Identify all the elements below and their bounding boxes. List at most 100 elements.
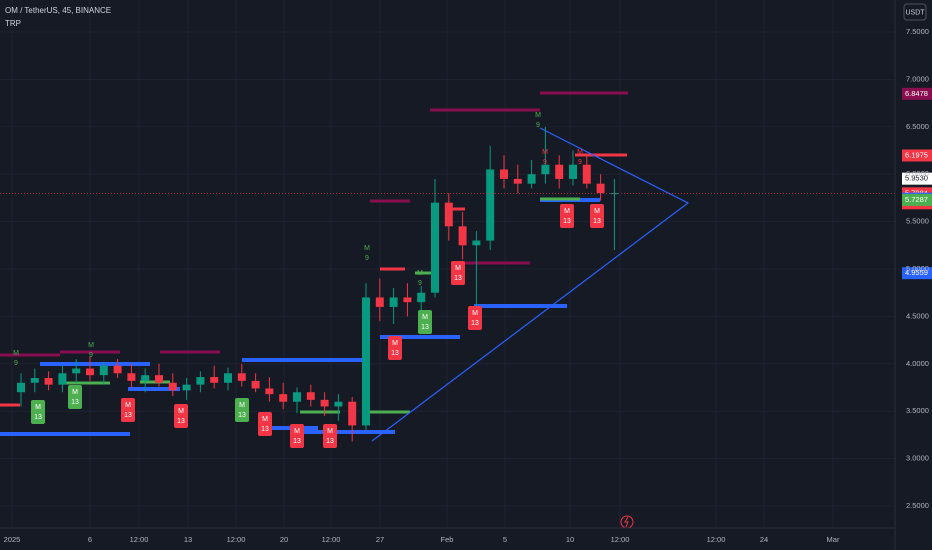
marker-top: M [364,245,370,252]
candle-body [569,164,577,179]
marker-bottom: 9 [578,159,582,166]
price-badge [902,87,932,100]
price-badge-label: 6.1975 [905,150,928,159]
candle-body [210,377,219,383]
x-tick-label: 12:00 [707,535,726,544]
marker-bottom: 9 [365,255,369,262]
y-tick-label: 3.0000 [906,454,929,463]
price-badge [902,149,932,162]
marker-box [174,404,188,428]
marker-bottom: 9 [14,360,18,367]
price-badge [902,267,932,280]
candle-body [527,174,536,184]
candle-body [500,169,508,179]
marker-top: M [125,402,131,409]
marker-bottom: 13 [238,412,246,419]
x-tick-label: 24 [760,535,768,544]
overlay: 6.84786.19755.953034:045.79845.74215.728… [0,87,932,280]
indicator-name: TRP [5,19,21,28]
candle-body [72,368,81,374]
marker-box [451,261,465,285]
candle-body [155,375,163,383]
marker-top: M [35,404,41,411]
candle-body [182,384,191,391]
y-tick-label: 7.5000 [906,27,929,36]
candle-body [362,297,370,426]
marker-box [418,310,432,334]
candle-body [279,394,288,402]
marker-bottom: 13 [326,438,334,445]
x-tick-label: 12:00 [227,535,246,544]
marker-top: M [13,350,19,357]
marker-top: M [392,340,398,347]
marker-bottom: 9 [418,280,422,287]
x-tick-label: 12:00 [611,535,630,544]
marker-box [560,204,574,228]
candle-body [375,297,384,307]
trend-lines [371,127,690,442]
candle-body [58,373,67,385]
y-tick-label: 5.5000 [906,217,929,226]
x-tick-label: 12:00 [322,535,341,544]
candle-body [196,377,205,385]
x-tick-label: 27 [376,535,384,544]
price-badge-label: 4.9559 [905,268,928,277]
candle-body [417,292,426,303]
candle-body [513,178,522,184]
marker-box [323,424,337,448]
marker-box [290,424,304,448]
marker-bottom: 13 [124,412,132,419]
marker-top: M [594,208,600,215]
candle-body [334,401,343,407]
x-tick-label: 13 [184,535,192,544]
y-tick-label: 7.0000 [906,74,929,83]
x-tick-label: 6 [88,535,92,544]
price-badge [902,193,932,206]
y-tick-label: 4.0000 [906,359,929,368]
marker-box [258,412,272,436]
marker-bottom: 13 [293,438,301,445]
x-tick-label: Mar [827,535,840,544]
triangle-drawing [371,127,690,442]
x-tick-label: 2025 [4,535,21,544]
candle-body [541,164,550,175]
candle-body [582,164,591,184]
marker-bottom: 13 [391,350,399,357]
marker-top: M [417,270,423,277]
marker-top: M [564,208,570,215]
candle-body [458,226,467,246]
candle-body [265,388,274,395]
candle-body [431,202,439,293]
currency-label[interactable]: USDT [905,9,925,16]
marker-top: M [262,416,268,423]
candle-body [141,375,150,381]
x-tick-label: 5 [503,535,507,544]
marker-bottom: 13 [563,218,571,225]
marker-box [31,400,45,424]
candle-body [99,365,108,376]
price-badge-label: 5.9530 [905,174,928,183]
currency-button[interactable] [903,3,927,21]
marker-top: M [577,149,583,156]
marker-top: M [294,428,300,435]
candle-body [389,297,398,307]
marker-top: M [542,149,548,156]
candle-body [610,193,619,195]
marker-top: M [88,342,94,349]
marker-top: M [178,408,184,415]
candle-body [306,392,315,400]
candle-body [444,202,453,227]
y-tick-label: 3.5000 [906,406,929,415]
candle-body [486,169,495,241]
marker-bottom: 9 [536,122,540,129]
marker-box [121,398,135,422]
marker-box [68,385,82,409]
marker-box [235,398,249,422]
marker-top: M [535,112,541,119]
marker-top: M [472,310,478,317]
marker-box [468,306,482,330]
marker-bottom: 13 [593,218,601,225]
symbol-title: OM / TetherUS, 45, BINANCE [5,6,111,15]
grid [0,0,895,528]
